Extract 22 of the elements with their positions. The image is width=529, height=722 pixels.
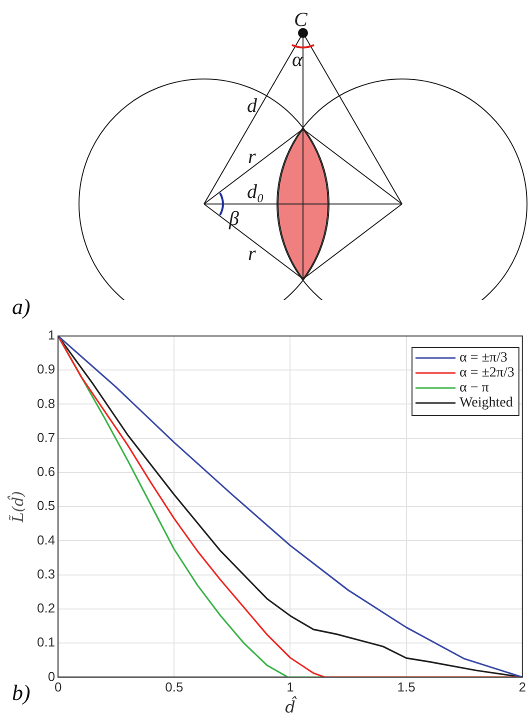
x-tick-label: 0.5 [165,680,184,695]
x-tick-label: 2 [518,680,526,695]
x-axis-title: d̂ [285,696,298,717]
text: b) [12,680,30,706]
y-tick-label: 0.9 [36,362,56,377]
legend-label: α = ±π/3 [460,350,508,366]
x-tick-label: 1.5 [397,680,416,695]
y-tick-label: 1 [48,328,56,343]
legend-label: Weighted [460,396,513,411]
y-tick-label: 0.6 [36,464,56,480]
legend-label: α − π [460,380,489,396]
y-tick-label: 0.5 [36,498,56,514]
y-tick-label: 0.7 [36,430,56,445]
y-tick-label: 0.8 [36,396,56,411]
legend-label: α = ±2π/3 [460,366,514,381]
y-tick-label: 0.3 [36,566,56,582]
y-tick-label: 0 [48,668,56,684]
y-tick-label: 0.4 [36,532,56,548]
x-tick-label: 1 [286,680,294,695]
y-tick-label: 0.2 [36,600,56,616]
y-axis-title: L̃(d̂) [8,490,27,524]
y-tick-label: 0.1 [36,634,56,650]
